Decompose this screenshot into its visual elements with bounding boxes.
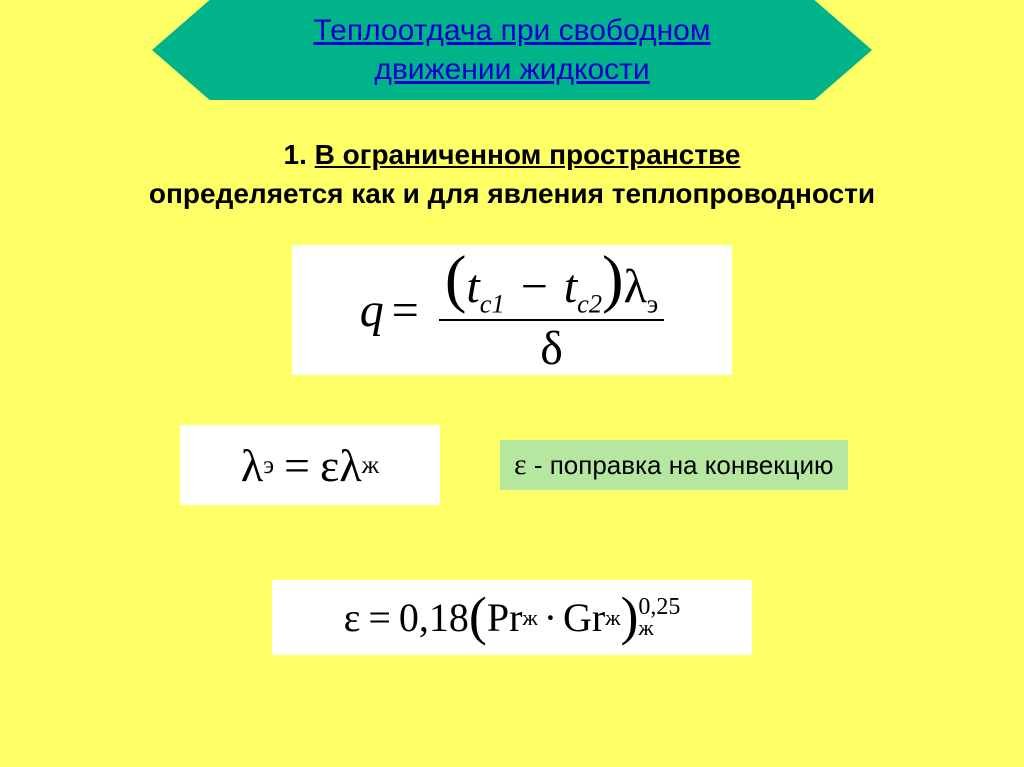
eq2-lambda1: λ: [241, 439, 263, 492]
eq1-rparen: ): [602, 243, 624, 315]
eq2-equals: =: [284, 439, 310, 492]
eq3-gr: Gr: [563, 594, 605, 641]
epsilon-symbol: ε: [514, 448, 527, 481]
eq1-equals: =: [392, 283, 419, 338]
eq3-outer-sub: ж: [638, 618, 680, 638]
eq1-t1-sub: c1: [480, 289, 505, 319]
title-text: Теплоотдача при свободном движении жидко…: [152, 11, 872, 89]
eq1-denominator: δ: [534, 321, 569, 376]
eq1-t2-sub: c2: [577, 289, 602, 319]
eq3-eps: ε: [344, 594, 361, 641]
eq1-lambda: λ: [624, 260, 647, 313]
title-line2: движении жидкости: [374, 53, 649, 86]
title-prefix: Тепло: [314, 14, 398, 47]
eq1-fraction: (tc1 − tc2)λэ δ: [439, 244, 664, 376]
eq3-equals: =: [368, 594, 391, 641]
section-heading: 1. В ограниченном пространстве определяе…: [0, 135, 1024, 213]
eq1-minus: −: [521, 260, 548, 313]
title-banner: Теплоотдача при свободном движении жидко…: [152, 0, 872, 100]
section-line2: определяется как и для явления теплопров…: [149, 178, 875, 209]
eq1-t1: t: [466, 260, 479, 313]
eq3-gr-sub: ж: [605, 605, 620, 631]
eq2-sub1: э: [263, 451, 274, 480]
eq2-eps: ε: [320, 439, 339, 492]
eq3-dot: ·: [544, 594, 557, 641]
eq1-numerator: (tc1 − tc2)λэ: [439, 244, 664, 321]
eq3-lparen: (: [469, 585, 487, 647]
section-number: 1.: [284, 139, 307, 170]
eq2-sub2: ж: [362, 451, 379, 480]
eq1-t2: t: [564, 260, 577, 313]
epsilon-callout: ε - поправка на конвекцию: [500, 440, 848, 490]
eq1-lambda-sub: э: [647, 289, 658, 319]
equation-epsilon-formula: ε = 0,18(Prж · Grж )0,25ж: [272, 580, 752, 655]
eq3-pr: Pr: [487, 594, 523, 641]
eq1-lhs: q: [360, 283, 384, 338]
section-line1: В ограниченном пространстве: [315, 139, 741, 170]
epsilon-text: - поправка на конвекцию: [527, 450, 834, 480]
eq1-lparen: (: [445, 243, 467, 315]
eq3-coef: 0,18: [399, 594, 469, 641]
eq3-rparen: ): [620, 585, 638, 647]
eq2-lambda2: λ: [339, 439, 361, 492]
equation-heat-flux: q = (tc1 − tc2)λэ δ: [292, 245, 732, 375]
eq3-pr-sub: ж: [522, 605, 537, 631]
equation-lambda-eff: λэ = ελж: [180, 425, 440, 505]
title-rest1: отдача при свободном: [398, 14, 711, 47]
